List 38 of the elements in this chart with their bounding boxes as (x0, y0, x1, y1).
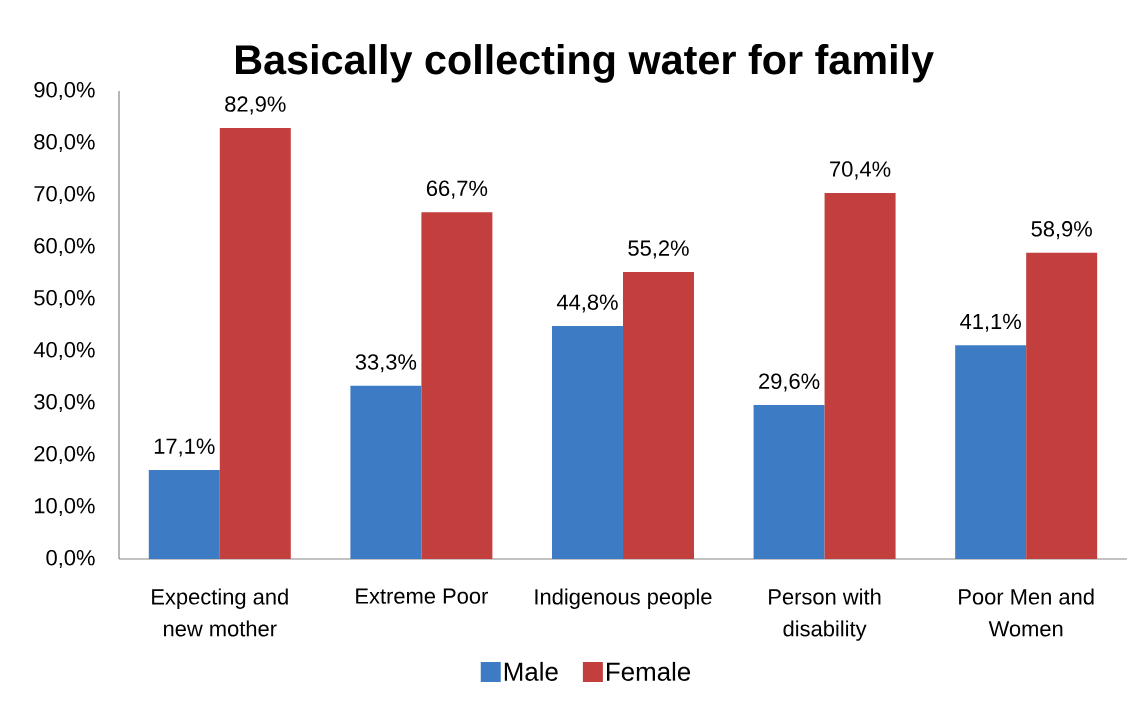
x-tick-label: Poor Men and Women (959, 588, 1094, 637)
data-label: 66,7% (426, 180, 488, 199)
y-tick-label: 30,0% (34, 393, 95, 413)
legend-label: Female (606, 661, 691, 681)
data-label: 17,1% (154, 438, 215, 457)
bar (551, 326, 623, 559)
y-tick-label: 50,0% (34, 289, 95, 309)
y-tick-label: 80,0% (34, 133, 95, 153)
y-tick-label: 90,0% (34, 81, 95, 101)
y-tick-label: 10,0% (35, 497, 95, 517)
bar (824, 192, 896, 559)
data-label: 82,9% (225, 96, 286, 115)
y-tick-label: 60,0% (34, 237, 95, 257)
data-label: 33,3% (355, 354, 417, 373)
bar (955, 345, 1027, 559)
bar (350, 385, 422, 559)
bar (753, 405, 825, 559)
data-label: 41,1% (960, 313, 1021, 332)
x-tick-label: Extreme Poor (356, 588, 488, 604)
data-label: 29,6% (759, 373, 820, 392)
x-tick-label: Indigenous people (535, 588, 712, 609)
data-label: 58,9% (1031, 221, 1092, 240)
bar (421, 212, 493, 559)
legend-label: Male (504, 661, 558, 681)
bar (1026, 252, 1098, 559)
x-tick-label: Expecting and new mother (152, 588, 288, 637)
x-tick-label: Person with disability (769, 588, 881, 641)
data-label: 55,2% (628, 240, 689, 259)
data-label: 70,4% (830, 161, 891, 180)
y-tick-label: 40,0% (33, 341, 95, 361)
bar (148, 470, 220, 559)
bar (622, 271, 694, 559)
y-tick-label: 0,0% (46, 549, 95, 569)
y-tick-label: 70,0% (34, 185, 95, 205)
bar (219, 127, 291, 559)
data-label: 44,8% (556, 294, 618, 313)
chart-title: Basically collecting water for family (236, 44, 934, 83)
y-tick-label: 20,0% (34, 445, 95, 465)
